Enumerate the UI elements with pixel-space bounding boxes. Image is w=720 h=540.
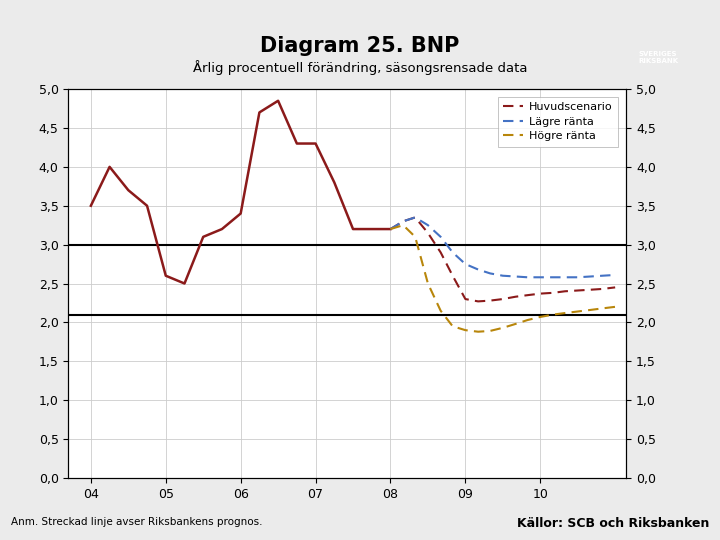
- Legend: Huvudscenario, Lägre ränta, Högre ränta: Huvudscenario, Lägre ränta, Högre ränta: [498, 97, 618, 146]
- Text: Diagram 25. BNP: Diagram 25. BNP: [261, 36, 459, 56]
- Text: Anm. Streckad linje avser Riksbankens prognos.: Anm. Streckad linje avser Riksbankens pr…: [11, 517, 262, 527]
- Text: Årlig procentuell förändring, säsongsrensade data: Årlig procentuell förändring, säsongsren…: [193, 60, 527, 75]
- Text: SVERIGES
RIKSBANK: SVERIGES RIKSBANK: [638, 51, 678, 64]
- Text: Källor: SCB och Riksbanken: Källor: SCB och Riksbanken: [517, 517, 709, 530]
